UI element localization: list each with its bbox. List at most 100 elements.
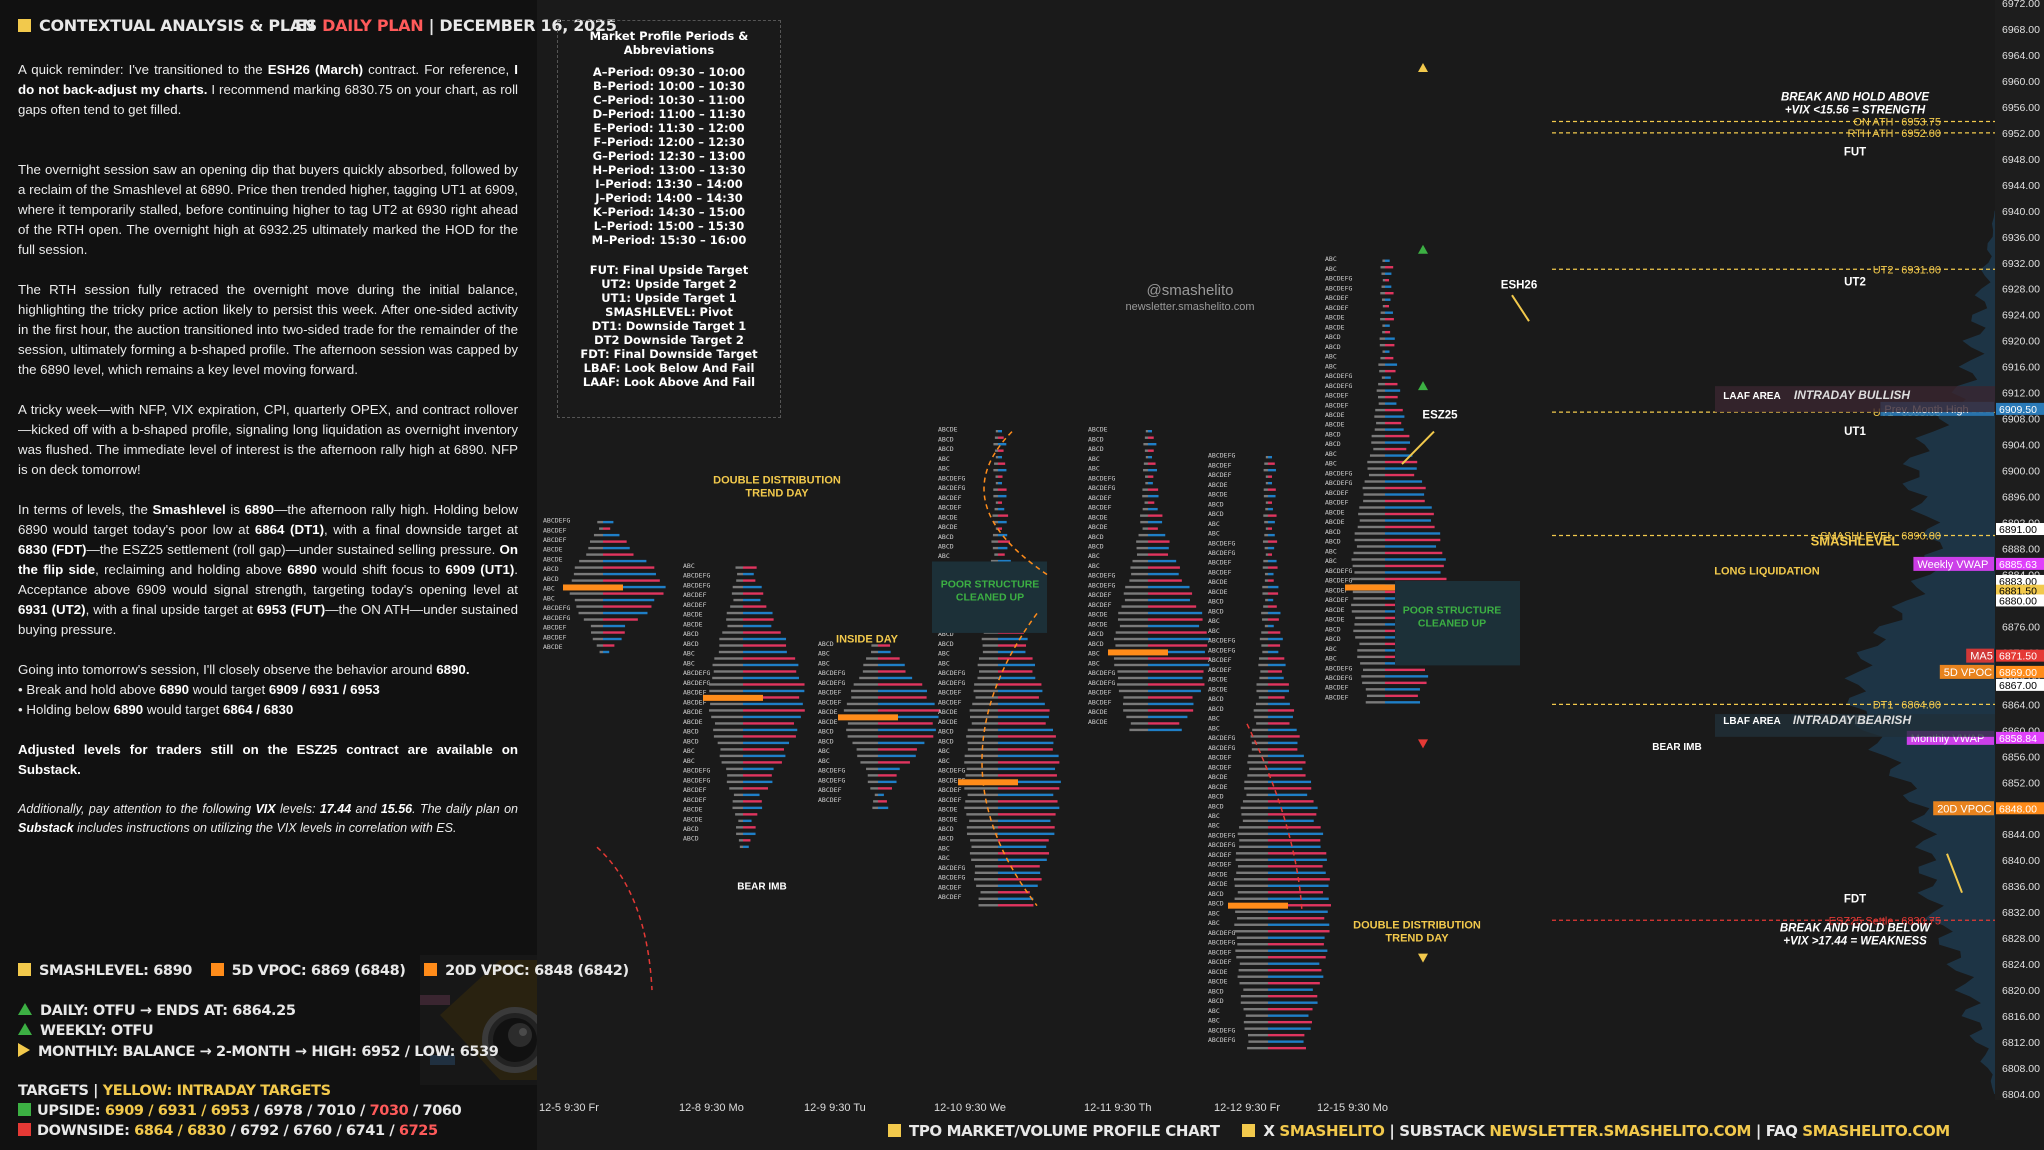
tpo-bar <box>733 793 743 797</box>
tpo-bar <box>966 813 998 816</box>
volume-bar <box>1268 507 1273 511</box>
price-tag <box>1996 678 2044 691</box>
volume-bar <box>1268 520 1275 524</box>
volume-bar <box>878 754 916 758</box>
tpo-bar <box>971 722 998 725</box>
orange-square-icon <box>210 963 224 976</box>
volume-bar <box>1268 858 1327 862</box>
tpo-letters: ABCDEF <box>1325 684 1349 692</box>
tpo-bar <box>1263 468 1268 472</box>
level-name: SMASHLEVEL <box>1820 531 1893 543</box>
paragraph-8: Additionally, pay attention to the follo… <box>18 800 518 838</box>
text: 6890 <box>287 562 317 577</box>
tpo-bar <box>1238 969 1268 972</box>
arrow-line <box>1511 294 1530 322</box>
tpo-bar <box>1140 514 1148 517</box>
level-name: UT2 <box>1873 264 1894 276</box>
tpo-bar <box>1367 460 1385 464</box>
paragraph-4: A tricky week—with NFP, VIX expiration, … <box>18 400 518 480</box>
summary-row: SMASHLEVEL: 6890 5D VPOC: 6869 (6848) 20… <box>18 963 629 979</box>
periods-list: A–Period: 09:30 – 10:00 B–Period: 10:00 –… <box>558 65 780 247</box>
volume-bar <box>1268 488 1276 491</box>
tpo-bar <box>1382 330 1385 334</box>
tpo-bar <box>1244 780 1268 784</box>
price-tag <box>1996 594 2044 607</box>
volume-bar <box>1268 813 1317 816</box>
volume-bar <box>878 761 910 764</box>
volume-bar <box>878 722 933 725</box>
volume-bar <box>998 507 1005 511</box>
volume-bar <box>1148 494 1159 498</box>
tpo-bar <box>995 481 998 485</box>
volume-bar <box>1385 311 1393 314</box>
tpo-bar <box>1262 650 1268 654</box>
volume-bar <box>1385 428 1404 431</box>
tpo-bar <box>1262 592 1268 595</box>
tpo-bar <box>1263 514 1268 517</box>
volume-bar <box>998 696 1039 699</box>
tpo-bar <box>995 455 998 459</box>
volume-bar <box>1148 605 1197 608</box>
tpo-letters: ABCDE <box>938 708 958 716</box>
tpo-bar <box>995 430 998 433</box>
volume-bar <box>998 884 1038 887</box>
tpo-letters: ABCDEFG <box>1208 1036 1235 1044</box>
tpo-bar <box>994 507 998 511</box>
tpo-bar <box>579 559 603 563</box>
analysis-panel: CONTEXTUAL ANALYSIS & PLAN ES DAILY PLAN… <box>0 0 629 1150</box>
tpo-letters: ABCDE <box>1325 616 1345 624</box>
tpo-bar <box>965 800 998 803</box>
ut1-label: UT1 <box>1844 426 1866 438</box>
tpo-bar <box>982 650 998 654</box>
tpo-letters: ABCDEFG <box>1325 372 1352 380</box>
faq-link[interactable]: SMASHELITO.COM <box>1802 1122 1950 1140</box>
tpo-bar <box>1145 455 1148 459</box>
y-tick-label: 6952.00 <box>2002 128 2040 140</box>
volume-bar <box>1148 657 1210 660</box>
tpo-bar <box>981 637 998 641</box>
tpo-bar <box>1118 689 1148 693</box>
volume-bar <box>1148 579 1182 582</box>
volume-bar <box>1148 670 1204 673</box>
volume-bar <box>1148 683 1205 686</box>
tpo-bar <box>1265 475 1268 478</box>
tpo-letters: ABCDEF <box>1208 763 1232 771</box>
tpo-bar <box>1262 566 1268 569</box>
text: 6864 / 6830 <box>223 702 294 717</box>
trend-daily: DAILY: OTFU → ENDS AT: 6864.25 <box>18 1003 296 1019</box>
substack-link[interactable]: NEWSLETTER.SMASHELITO.COM <box>1489 1122 1752 1140</box>
tpo-bar <box>574 598 603 602</box>
tpo-letters: ABCDEFG <box>1088 669 1115 677</box>
volume-bar <box>878 709 941 712</box>
dd2-label: DOUBLE DISTRIBUTION <box>1353 919 1481 931</box>
tpo-bar <box>1374 415 1385 418</box>
tpo-bar <box>1380 311 1385 314</box>
period-item: E–Period: 11:30 – 12:00 <box>593 121 745 135</box>
tpo-bar <box>873 800 878 803</box>
tpo-bar <box>994 462 998 465</box>
tpo-letters: ABCDEFG <box>1208 929 1235 937</box>
volume-bar <box>1148 540 1170 543</box>
tpo-letters: ABCD <box>1208 802 1224 810</box>
tpo-letters: ABCDE <box>1208 968 1228 976</box>
tpo-bar <box>972 702 998 706</box>
tpo-letters: ABCDEF <box>1325 294 1349 302</box>
tpo-letters: ABC <box>1208 617 1220 625</box>
tpo-bar <box>1354 532 1385 535</box>
tpo-letters: ABC <box>1208 1007 1220 1015</box>
period-item: M–Period: 15:30 – 16:00 <box>591 233 747 247</box>
tpo-bar <box>1378 363 1385 366</box>
volume-bar <box>1385 337 1395 340</box>
tpo-letters: ABCDEF <box>1208 851 1232 859</box>
tpo-bar <box>736 826 743 829</box>
x-handle-link[interactable]: SMASHELITO <box>1279 1122 1385 1140</box>
volume-bar <box>1148 449 1154 452</box>
tpo-letters: ABCDEFG <box>818 767 845 775</box>
tpo-letters: ABCDEF <box>1325 489 1349 497</box>
volume-bar <box>1385 460 1418 464</box>
volume-bar <box>878 689 927 693</box>
tpo-letters: ABCDEFG <box>818 669 845 677</box>
tpo-bar <box>1233 878 1268 881</box>
tpo-bar <box>1251 748 1268 751</box>
tpo-bar <box>1243 1007 1268 1011</box>
